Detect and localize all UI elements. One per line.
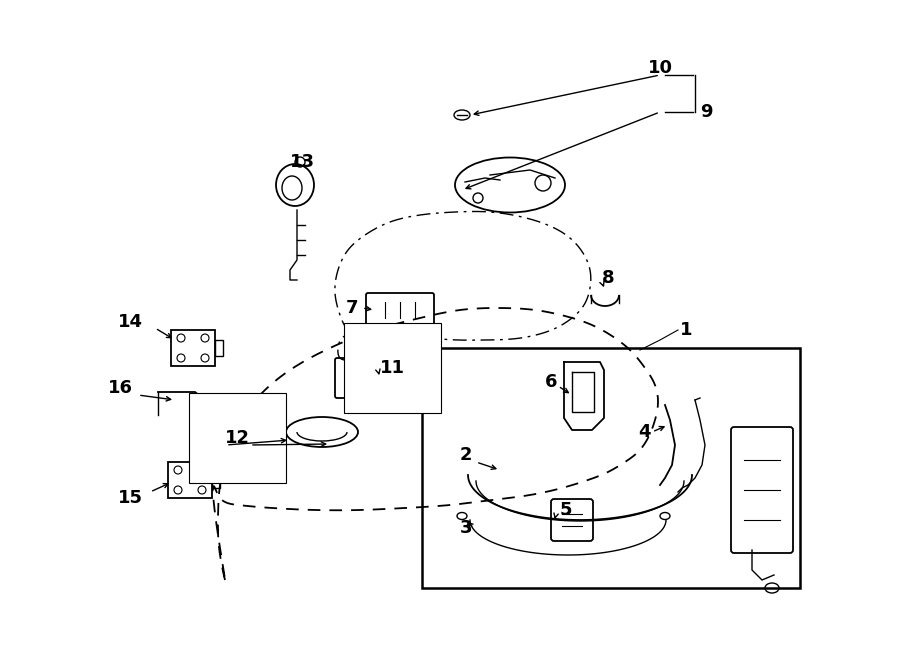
Text: 3: 3	[460, 519, 473, 537]
Text: 6: 6	[545, 373, 557, 391]
Bar	[212, 472, 220, 488]
Text: 7: 7	[346, 299, 358, 317]
Text: 11: 11	[380, 359, 405, 377]
Text: 4: 4	[638, 423, 651, 441]
Text: 16: 16	[108, 379, 133, 397]
Bar	[171, 330, 215, 366]
Text: 1: 1	[680, 321, 692, 339]
Text: 5: 5	[560, 501, 572, 519]
Text: 10: 10	[648, 59, 673, 77]
Bar	[168, 462, 212, 498]
Text: 9: 9	[700, 103, 713, 121]
Text: 2: 2	[460, 446, 473, 464]
Text: 14: 14	[118, 313, 143, 331]
Bar	[422, 348, 800, 588]
Text: 13: 13	[290, 153, 315, 171]
Bar	[215, 340, 223, 356]
Text: 12: 12	[225, 429, 250, 447]
Text: 8: 8	[602, 269, 615, 287]
Text: 15: 15	[118, 489, 143, 507]
